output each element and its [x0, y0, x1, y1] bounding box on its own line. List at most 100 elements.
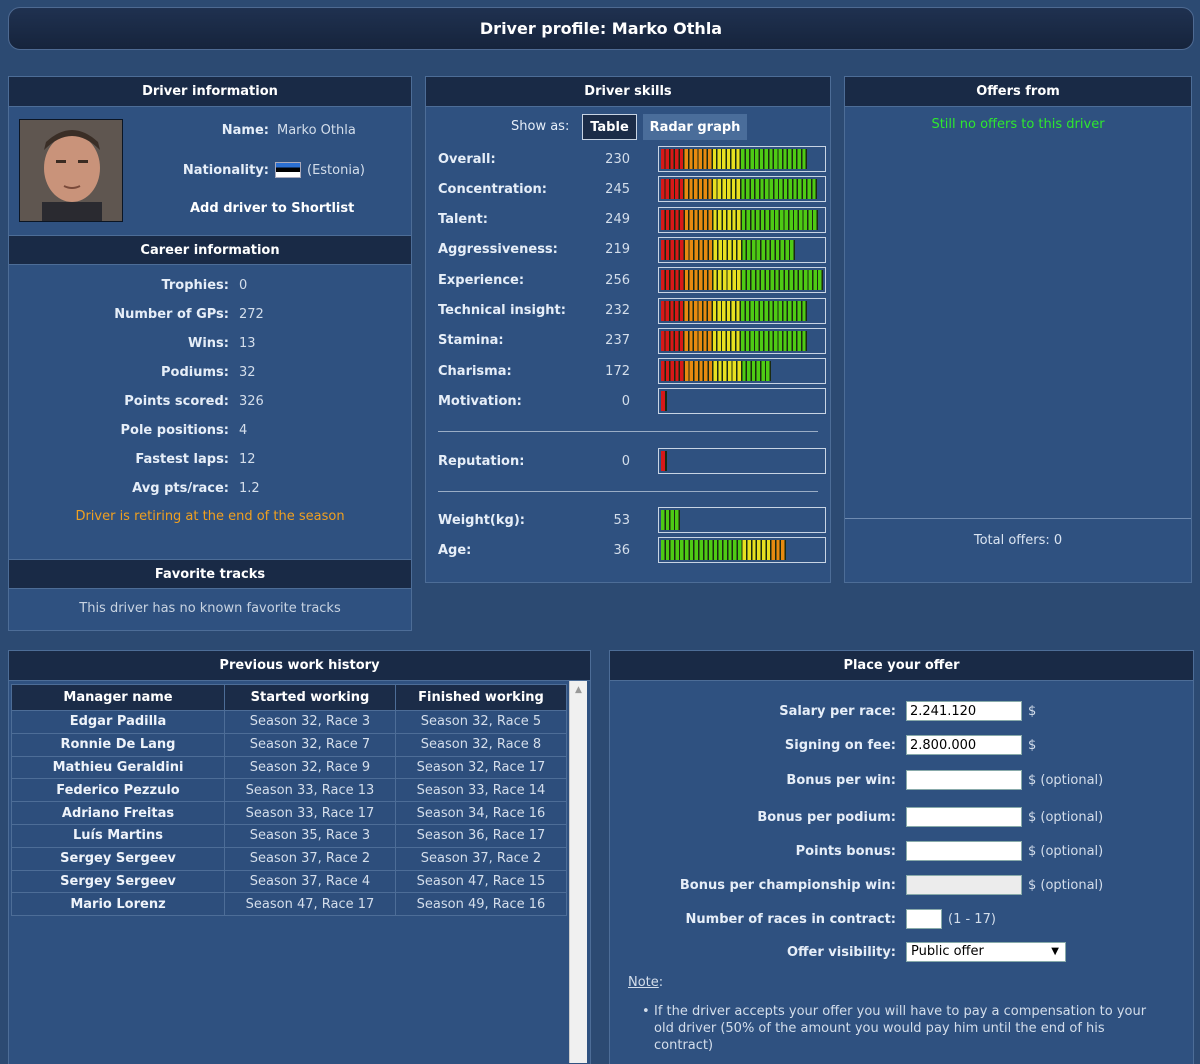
skill-bar-fill: [661, 451, 668, 471]
races-in-contract-input[interactable]: [906, 909, 942, 929]
skill-bar: [658, 297, 826, 324]
started-working-cell: Season 37, Race 2: [224, 846, 396, 871]
skill-value: 0: [621, 453, 630, 469]
skill-value: 230: [605, 151, 630, 167]
signing-fee-input[interactable]: [906, 735, 1022, 755]
visibility-select[interactable]: Public offer ▼: [906, 942, 1066, 962]
skill-label: Weight(kg):: [438, 512, 525, 528]
skill-row: Age: 36: [438, 536, 826, 564]
skill-bar-fill: [661, 270, 823, 291]
skill-value: 219: [605, 242, 630, 258]
skills-divider-1: [438, 431, 818, 432]
career-stat-value: 12: [239, 451, 256, 467]
bonus-championship-label: Bonus per championship win:: [679, 877, 896, 893]
show-as-label: Show as:: [511, 119, 570, 134]
career-row: Pole positions: 4: [9, 420, 411, 440]
skill-bar: [658, 448, 826, 474]
table-row: Mario Lorenz Season 47, Race 17 Season 49,…: [11, 892, 567, 917]
driver-skills-heading: Driver skills: [426, 77, 830, 107]
skill-value: 256: [605, 272, 630, 288]
started-working-cell: Season 35, Race 3: [224, 823, 396, 848]
skill-label: Technical insight:: [438, 303, 566, 318]
skill-value: 237: [605, 333, 630, 349]
table-row: Mathieu Geraldini Season 32, Race 9 Season…: [11, 755, 567, 780]
manager-name-cell[interactable]: Mathieu Geraldini: [11, 755, 225, 780]
salary-input[interactable]: [906, 701, 1022, 721]
bonus-win-input[interactable]: [906, 770, 1022, 790]
skill-bar: [658, 327, 826, 354]
signing-fee-label: Signing on fee:: [784, 737, 896, 753]
career-stat-value: 326: [239, 393, 264, 409]
retiring-note: Driver is retiring at the end of the sea…: [75, 509, 345, 524]
note-heading: Note:: [628, 975, 663, 990]
skill-bar: [658, 236, 826, 263]
started-working-cell: Season 33, Race 13: [224, 778, 396, 803]
skill-value: 0: [621, 393, 630, 409]
skill-row: Technical insight: 232: [438, 297, 826, 325]
skill-value: 172: [605, 363, 630, 379]
skill-bar-fill: [661, 540, 786, 560]
work-history-table: Manager name Started working Finished wo…: [11, 684, 567, 917]
skill-label: Talent:: [438, 212, 488, 228]
finished-working-cell: Season 33, Race 14: [395, 778, 567, 803]
manager-name-cell[interactable]: Sergey Sergeev: [11, 846, 225, 871]
skill-row: Overall: 230: [438, 145, 826, 173]
skill-value: 249: [605, 212, 630, 228]
history-scrollbar[interactable]: ▲: [569, 681, 587, 1063]
tab-table[interactable]: Table: [582, 114, 637, 140]
note-bullet-icon: •: [642, 1004, 650, 1019]
career-stat-value: 32: [239, 364, 256, 380]
total-offers-text: Total offers: 0: [973, 533, 1063, 548]
skill-label: Experience:: [438, 272, 525, 288]
manager-name-cell[interactable]: Sergey Sergeev: [11, 869, 225, 894]
skill-label: Stamina:: [438, 333, 504, 349]
manager-name-cell[interactable]: Ronnie De Lang: [11, 732, 225, 757]
bonus-win-label: Bonus per win:: [786, 772, 896, 788]
skill-bar-fill: [661, 361, 772, 382]
skill-bar-fill: [661, 149, 807, 169]
nationality-value: (Estonia): [307, 162, 365, 178]
scroll-up-arrow-icon[interactable]: ▲: [575, 685, 582, 695]
manager-name-cell[interactable]: Adriano Freitas: [11, 801, 225, 825]
career-stat-value: 1.2: [239, 480, 260, 496]
add-to-shortlist-link[interactable]: Add driver to Shortlist: [190, 201, 355, 216]
salary-label: Salary per race:: [779, 703, 896, 719]
skill-bar: [658, 267, 826, 294]
visibility-value: Public offer: [911, 944, 984, 959]
points-bonus-label: Points bonus:: [795, 843, 896, 859]
skill-bar-fill: [661, 209, 819, 230]
skill-bar-fill: [661, 179, 817, 200]
career-info-heading: Career information: [9, 235, 411, 265]
offer-heading: Place your offer: [610, 651, 1193, 681]
estonia-flag-icon: [275, 162, 301, 178]
tab-radar-graph[interactable]: Radar graph: [643, 114, 747, 140]
note-body: If the driver accepts your offer you wil…: [654, 1004, 1147, 1053]
manager-name-cell[interactable]: Federico Pezzulo: [11, 778, 225, 803]
skill-row: Reputation: 0: [438, 447, 826, 475]
note-colon: :: [658, 975, 664, 990]
visibility-label: Offer visibility:: [786, 944, 896, 960]
skill-value: 245: [605, 181, 630, 197]
career-row: Avg pts/race: 1.2: [9, 478, 411, 498]
nationality-label: Nationality:: [182, 162, 269, 178]
skill-row: Experience: 256: [438, 266, 826, 294]
career-stat-label: Fastest laps:: [135, 451, 229, 467]
points-bonus-input[interactable]: [906, 841, 1022, 861]
offers-heading: Offers from: [845, 77, 1191, 107]
bonus-championship-input[interactable]: [906, 875, 1022, 895]
skill-label: Overall:: [438, 151, 496, 167]
bonus-podium-input[interactable]: [906, 807, 1022, 827]
career-stat-value: 0: [239, 277, 248, 293]
favorite-tracks-empty: This driver has no known favorite tracks: [79, 601, 341, 616]
skill-label: Motivation:: [438, 393, 522, 409]
finished-working-cell: Season 37, Race 2: [395, 846, 567, 871]
career-stat-label: Avg pts/race:: [132, 480, 229, 496]
skill-label: Charisma:: [438, 363, 512, 379]
table-row: Federico Pezzulo Season 33, Race 13 Season…: [11, 778, 567, 803]
manager-name-cell[interactable]: Luís Martins: [11, 823, 225, 848]
manager-name-cell[interactable]: Mario Lorenz: [11, 892, 225, 917]
manager-name-cell[interactable]: Edgar Padilla: [11, 710, 225, 734]
bonus-win-optional: $ (optional): [1028, 772, 1104, 788]
table-row: Luís Martins Season 35, Race 3 Season 36, …: [11, 823, 567, 848]
started-working-cell: Season 32, Race 7: [224, 732, 396, 757]
